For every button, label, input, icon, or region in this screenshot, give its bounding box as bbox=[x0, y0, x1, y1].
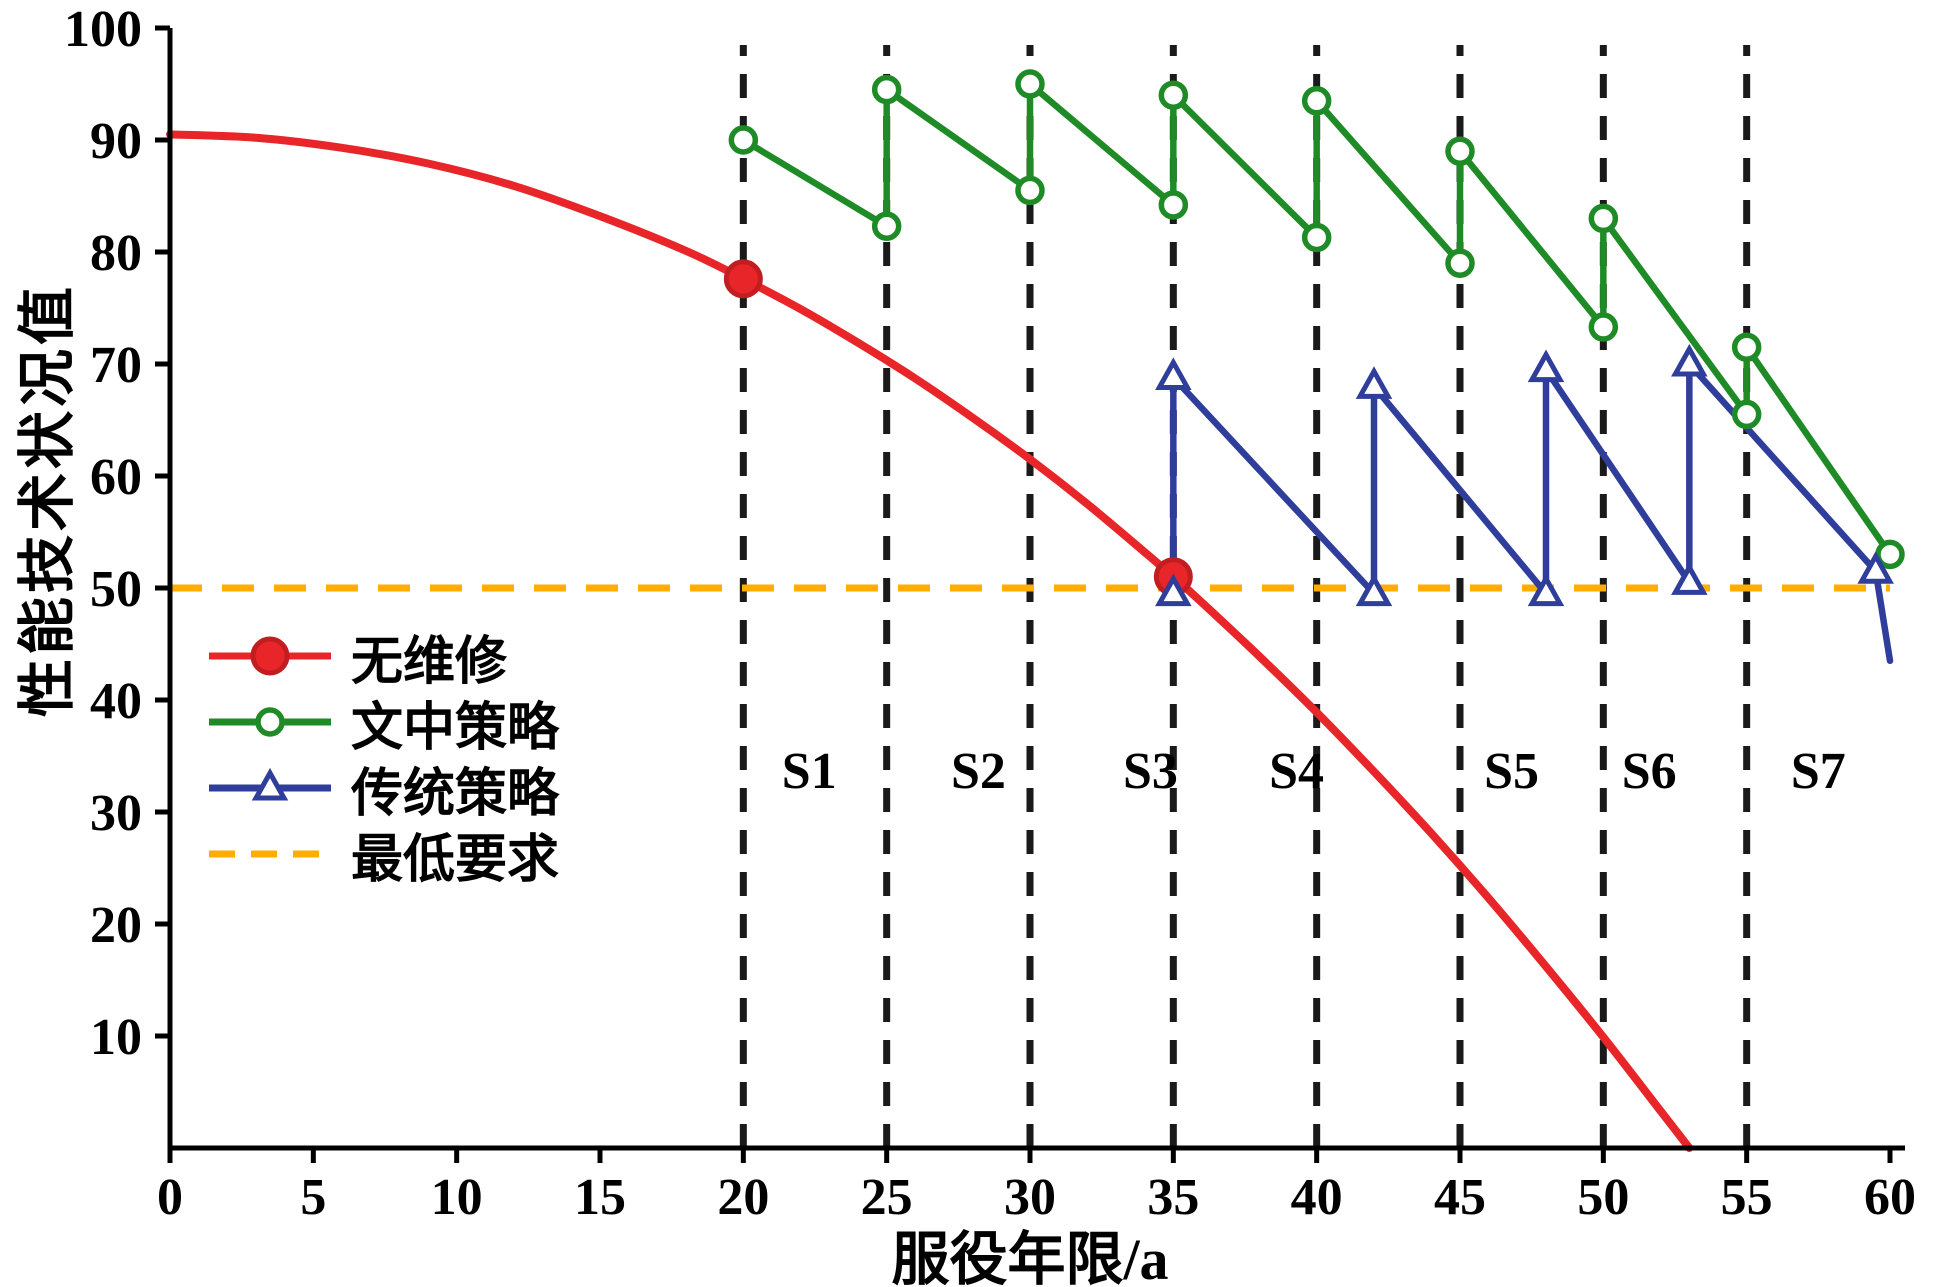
legend-swatch-paper-strategy bbox=[209, 707, 331, 737]
legend-marker-sample bbox=[251, 767, 289, 801]
stage-label-S4: S4 bbox=[1269, 743, 1324, 800]
green-marker bbox=[1445, 136, 1475, 166]
green-marker bbox=[1731, 332, 1762, 362]
y-tick-label: 30 bbox=[90, 785, 142, 842]
y-tick-label: 20 bbox=[90, 897, 142, 954]
y-tick-label: 100 bbox=[64, 1, 142, 58]
y-tick-label: 10 bbox=[90, 1009, 142, 1066]
blue-marker bbox=[1857, 551, 1894, 584]
y-tick-label: 50 bbox=[90, 561, 142, 618]
stage-label-S1: S1 bbox=[782, 743, 837, 800]
red-marker bbox=[723, 259, 763, 299]
green-marker bbox=[1015, 69, 1045, 99]
legend-marker-sample bbox=[255, 707, 285, 737]
blue-marker bbox=[1355, 366, 1393, 399]
y-tick-label: 90 bbox=[90, 113, 142, 170]
legend-item-traditional-strategy: 传统策略 bbox=[205, 758, 559, 823]
y-tick-label: 40 bbox=[90, 673, 142, 730]
x-tick-label: 60 bbox=[1864, 1169, 1916, 1226]
legend-swatch-min-requirement bbox=[209, 850, 331, 858]
blue-marker bbox=[1355, 573, 1393, 607]
legend: 无维修 文中策略 传统策略 最低要求 bbox=[205, 626, 559, 889]
x-tick-label: 45 bbox=[1434, 1169, 1486, 1226]
green-marker bbox=[1301, 222, 1332, 253]
blue-marker bbox=[1527, 573, 1565, 607]
stage-label-S2: S2 bbox=[951, 743, 1006, 800]
legend-label-paper-strategy: 文中策略 bbox=[351, 699, 560, 757]
x-tick-label: 40 bbox=[1291, 1169, 1343, 1226]
blue-marker bbox=[1671, 343, 1708, 377]
stage-label-S3: S3 bbox=[1123, 743, 1178, 800]
blue-marker bbox=[1155, 573, 1192, 607]
x-tick-label: 0 bbox=[157, 1169, 183, 1226]
stage-label-S5: S5 bbox=[1484, 743, 1539, 800]
y-axis-label: 性能技术状况值 bbox=[15, 282, 80, 718]
legend-swatch-traditional-strategy bbox=[209, 767, 331, 801]
legend-item-paper-strategy: 文中策略 bbox=[205, 692, 559, 757]
green-marker bbox=[1158, 190, 1189, 220]
x-tick-label: 15 bbox=[574, 1169, 626, 1226]
green-marker bbox=[871, 74, 902, 105]
blue-marker bbox=[1671, 562, 1708, 595]
x-tick-label: 50 bbox=[1577, 1169, 1629, 1226]
y-tick-label: 70 bbox=[90, 337, 142, 394]
x-axis-label: 服役年限/a bbox=[891, 1227, 1169, 1287]
green-marker bbox=[1301, 86, 1332, 116]
legend-marker-sample bbox=[250, 636, 290, 676]
stage-label-S6: S6 bbox=[1622, 743, 1677, 800]
stage-label-S7: S7 bbox=[1791, 743, 1846, 800]
green-marker bbox=[1158, 80, 1189, 110]
y-tick-label: 80 bbox=[90, 225, 142, 282]
blue-marker bbox=[1155, 357, 1192, 390]
series-traditional-strategy bbox=[1170, 360, 1894, 665]
blue-marker bbox=[1527, 349, 1565, 383]
series-paper-strategy bbox=[740, 80, 1894, 558]
legend-label-traditional-strategy: 传统策略 bbox=[351, 765, 560, 823]
x-tick-label: 55 bbox=[1721, 1169, 1773, 1226]
green-marker bbox=[871, 211, 902, 241]
green-marker bbox=[1731, 399, 1762, 430]
green-marker bbox=[1875, 539, 1905, 570]
series-no-maintenance bbox=[166, 130, 1694, 1152]
green-marker bbox=[728, 125, 759, 155]
green-marker bbox=[1015, 175, 1045, 206]
legend-label-min-requirement: 最低要求 bbox=[351, 831, 560, 889]
x-tick-label: 20 bbox=[717, 1169, 769, 1226]
x-tick-label: 25 bbox=[861, 1169, 913, 1226]
legend-item-min-requirement: 最低要求 bbox=[205, 824, 559, 889]
legend-swatch-no-maintenance bbox=[209, 636, 331, 676]
x-tick-label: 10 bbox=[431, 1169, 483, 1226]
green-marker bbox=[1445, 248, 1475, 278]
x-tick-label: 5 bbox=[300, 1169, 326, 1226]
x-tick-label: 30 bbox=[1004, 1169, 1056, 1226]
green-marker bbox=[1588, 312, 1619, 342]
green-marker bbox=[1588, 203, 1619, 234]
y-tick-label: 60 bbox=[90, 449, 142, 506]
x-tick-label: 35 bbox=[1147, 1169, 1199, 1226]
legend-label-no-maintenance: 无维修 bbox=[351, 633, 508, 691]
legend-item-no-maintenance: 无维修 bbox=[205, 626, 559, 691]
